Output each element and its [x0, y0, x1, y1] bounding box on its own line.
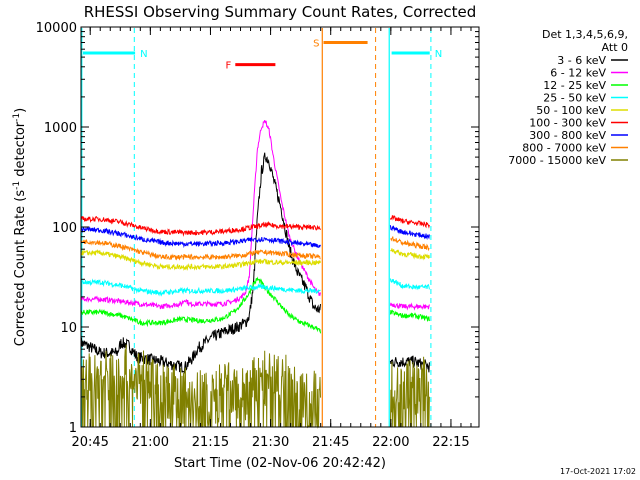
y-tick-label-2: 100	[52, 221, 77, 236]
series-line-5-1	[389, 215, 430, 229]
series-line-2-0	[80, 276, 321, 334]
series-line-6-1	[389, 225, 430, 240]
footer-date: 17-Oct-2021 17:02	[560, 467, 636, 476]
legend-label-5: 100 - 300 keV	[529, 117, 606, 130]
series-line-8-0	[80, 344, 321, 429]
annotation-label-2: F	[226, 61, 232, 72]
legend-label-8: 7000 - 15000 keV	[508, 154, 606, 167]
series-line-0-0	[80, 152, 321, 375]
legend-header-1: Att 0	[602, 41, 628, 54]
annotation-label-3: S	[313, 38, 319, 49]
x-tick-label-0: 20:45	[71, 435, 108, 450]
x-tick-label-5: 22:00	[372, 435, 409, 450]
legend-label-4: 50 - 100 keV	[536, 104, 606, 117]
legend-label-0: 3 - 6 keV	[557, 54, 606, 67]
series-line-7-0	[80, 239, 321, 261]
y-axis-label: Corrected Count Rate (s-1 detector-1)	[12, 108, 28, 346]
series-line-2-1	[389, 309, 430, 322]
x-tick-label-4: 21:45	[312, 435, 349, 450]
legend-label-2: 12 - 25 keV	[543, 79, 606, 92]
legend-label-7: 800 - 7000 keV	[522, 142, 606, 155]
annotation-group: N N F S	[81, 28, 442, 427]
series-line-7-1	[390, 236, 430, 252]
x-tick-label-2: 21:15	[192, 435, 229, 450]
x-axis-label: Start Time (02-Nov-06 20:42:42)	[174, 456, 386, 471]
y-tick-label-0: 1	[69, 421, 77, 436]
legend-label-3: 25 - 50 keV	[543, 92, 606, 105]
legend-header-0: Det 1,3,4,5,6,9,	[542, 28, 628, 41]
series-line-1-0	[80, 120, 321, 310]
chart-title: RHESSI Observing Summary Count Rates, Co…	[84, 3, 477, 21]
annotation-label-0: N	[140, 49, 147, 60]
x-tick-label-3: 21:30	[252, 435, 289, 450]
legend-label-6: 300 - 800 keV	[529, 129, 606, 142]
x-tick-label-6: 22:15	[432, 435, 469, 450]
y-tick-label-1: 10	[60, 321, 77, 336]
series-line-3-1	[389, 278, 430, 291]
series-group	[80, 120, 430, 429]
annotation-label-1: N	[435, 49, 442, 60]
y-tick-label-3: 1000	[44, 121, 77, 136]
legend-label-1: 6 - 12 keV	[550, 67, 606, 80]
series-line-1-1	[389, 302, 430, 311]
series-line-4-0	[80, 249, 321, 271]
series-line-5-0	[80, 216, 321, 237]
y-tick-label-4: 10000	[36, 21, 77, 36]
tick-group: 20:45 21:00 21:15 21:30 21:45 22:00 22:15 1 10 10…	[36, 21, 479, 450]
series-line-3-0	[80, 278, 321, 297]
series-line-8-1	[389, 356, 430, 428]
series-line-6-0	[80, 226, 321, 249]
x-tick-label-1: 21:00	[132, 435, 169, 450]
series-line-4-1	[390, 248, 430, 261]
